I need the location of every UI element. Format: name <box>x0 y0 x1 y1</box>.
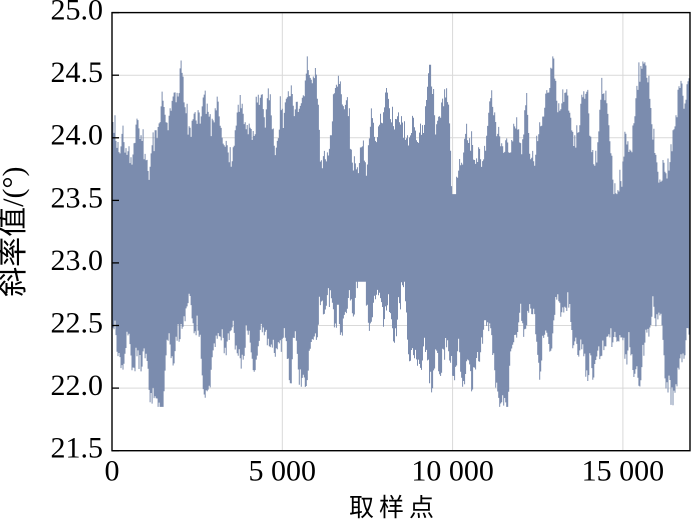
svg-text:21.5: 21.5 <box>51 432 104 465</box>
svg-text:23.5: 23.5 <box>51 181 104 214</box>
svg-text:22.0: 22.0 <box>51 369 104 402</box>
svg-text:23.0: 23.0 <box>51 244 104 277</box>
svg-text:斜率值/(°): 斜率值/(°) <box>0 167 30 297</box>
svg-text:15 000: 15 000 <box>582 455 665 488</box>
svg-text:25.0: 25.0 <box>51 0 104 26</box>
svg-text:10 000: 10 000 <box>411 455 494 488</box>
svg-text:22.5: 22.5 <box>51 306 104 339</box>
svg-text:5 000: 5 000 <box>249 455 317 488</box>
svg-text:0: 0 <box>105 455 120 488</box>
svg-text:24.5: 24.5 <box>51 56 104 89</box>
svg-text:24.0: 24.0 <box>51 119 104 152</box>
